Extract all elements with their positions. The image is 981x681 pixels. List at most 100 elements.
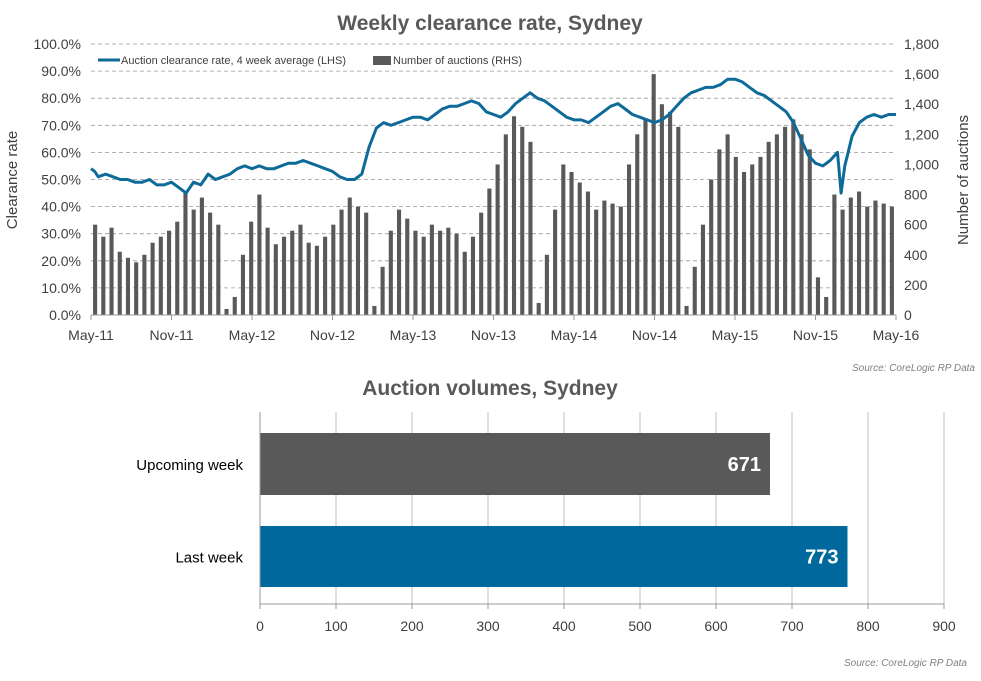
auction-bar (281, 236, 287, 315)
auction-bar (635, 134, 640, 315)
auction-bar (602, 200, 607, 315)
auction-bar (889, 206, 894, 315)
bottom-chart-source: Source: CoreLogic RP Data (844, 658, 967, 669)
auction-bar (216, 224, 221, 315)
auction-bar (306, 242, 311, 315)
auction-bar (364, 212, 369, 315)
bottom-x-tick-label: 300 (476, 618, 500, 634)
x-tick-label: Nov-12 (310, 327, 355, 343)
left-tick-label: 70.0% (41, 117, 81, 133)
auction-bar (750, 164, 755, 315)
volume-category-label: Last week (175, 550, 243, 567)
auction-bar (733, 156, 738, 315)
auction-bar (618, 206, 623, 315)
auction-bar (290, 230, 295, 315)
auction-bar (700, 224, 706, 315)
auction-bar (470, 236, 476, 315)
top-chart-auction-bars (93, 74, 894, 316)
top-chart-right-axis-ticks: 0 200 400 600 800 1,000 1,200 1,400 1,600 1,800 (904, 36, 939, 323)
left-tick-label: 50.0% (41, 172, 81, 188)
bottom-chart-title: Auction volumes, Sydney (362, 377, 618, 400)
auction-bar (881, 203, 886, 315)
left-tick-label: 90.0% (41, 63, 81, 79)
right-tick-label: 400 (904, 247, 928, 263)
auction-bar (848, 197, 853, 315)
volume-category-label: Upcoming week (136, 457, 243, 474)
auction-bar (856, 191, 862, 315)
bottom-x-tick-label: 100 (324, 618, 348, 634)
top-chart-x-axis-ticks: May-11 Nov-11 May-12 Nov-12 May-13 Nov-13 May-… (68, 315, 920, 343)
auction-bar (208, 212, 213, 315)
left-tick-label: 40.0% (41, 199, 81, 215)
top-chart-source: Source: CoreLogic RP Data (852, 363, 975, 374)
left-tick-label: 30.0% (41, 226, 81, 242)
auction-bar (150, 242, 155, 315)
x-tick-label: Nov-13 (471, 327, 516, 343)
top-chart-ylabel: Clearance rate (4, 131, 21, 229)
auction-bar (741, 171, 747, 315)
top-chart-clearance-line (90, 77, 896, 195)
auction-bar (380, 266, 385, 315)
auction-bar (372, 305, 377, 315)
right-tick-label: 200 (904, 277, 928, 293)
auction-bar (766, 141, 771, 315)
auction-bar (717, 149, 722, 315)
auction-bar (314, 245, 319, 315)
left-tick-label: 60.0% (41, 144, 81, 160)
auction-bar (684, 305, 689, 315)
auction-bar (240, 254, 246, 315)
auction-bar (520, 126, 525, 315)
auction-bar (725, 134, 730, 315)
x-tick-label: Nov-11 (149, 327, 193, 343)
auction-bar (865, 206, 870, 315)
bottom-x-tick-label: 400 (552, 618, 576, 634)
auction-bar (142, 254, 147, 315)
right-tick-label: 1,600 (904, 66, 939, 82)
auction-bar (224, 308, 229, 315)
auction-bar (413, 230, 418, 315)
auction-bar (832, 194, 837, 315)
x-tick-label: Nov-15 (793, 327, 838, 343)
left-tick-label: 100.0% (34, 36, 81, 52)
x-tick-label: Nov-14 (632, 327, 677, 343)
auction-bar (692, 266, 697, 315)
x-tick-label: May-14 (551, 327, 598, 343)
left-tick-label: 10.0% (41, 280, 81, 296)
auction-bar (191, 209, 196, 315)
auction-bar (791, 119, 796, 316)
auction-bar (553, 209, 558, 315)
auction-bar (421, 236, 426, 315)
auction-bar (183, 191, 188, 315)
bottom-x-tick-label: 600 (704, 618, 728, 634)
auction-bar (585, 191, 591, 315)
bottom-x-tick-label: 200 (400, 618, 424, 634)
auction-bar (199, 197, 204, 315)
auction-bar (298, 224, 303, 315)
auction-bar (257, 194, 262, 315)
top-chart-gridlines (91, 43, 896, 289)
auction-bar (93, 224, 98, 315)
auction-bar (626, 164, 632, 315)
auction-bar (495, 164, 500, 315)
right-tick-label: 1,800 (904, 36, 939, 52)
auction-bar (158, 236, 163, 315)
legend-bar-label: Number of auctions (RHS) (393, 55, 522, 67)
bottom-chart-bars: 671 773 (260, 433, 848, 587)
x-tick-label: May-16 (873, 327, 920, 343)
auction-bar (454, 233, 459, 315)
left-tick-label: 20.0% (41, 253, 81, 269)
auction-bar (265, 227, 270, 315)
auction-bar (668, 111, 673, 315)
auction-bar (807, 149, 812, 315)
x-tick-label: May-13 (390, 327, 437, 343)
auction-bar (355, 206, 361, 315)
auction-bar (594, 209, 599, 315)
auction-bar (824, 296, 829, 315)
auction-bar (479, 212, 484, 315)
right-tick-label: 1,000 (904, 156, 939, 172)
auction-bar (511, 116, 517, 316)
auction-bar (577, 182, 582, 315)
auction-bar (462, 251, 467, 315)
